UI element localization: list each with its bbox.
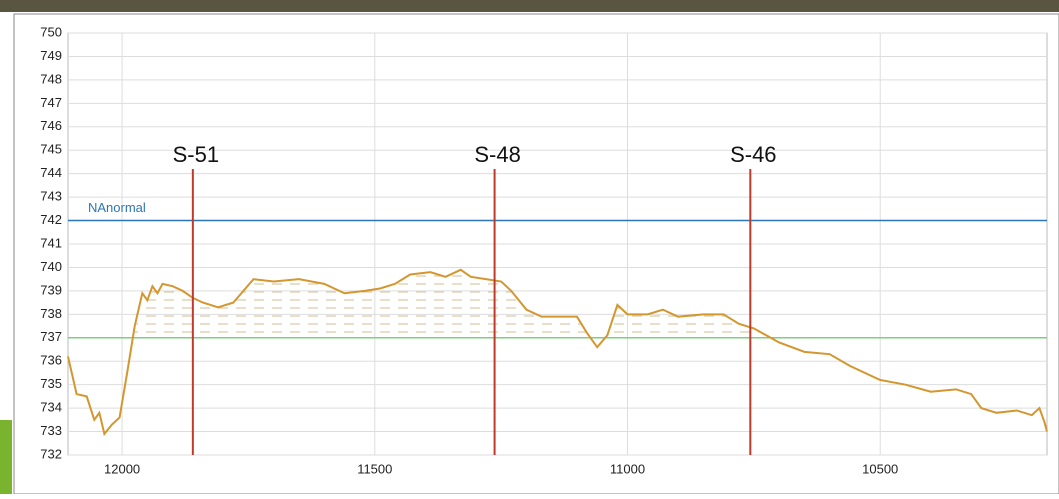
- profile-line: [67, 268, 1048, 437]
- photo-strip: [0, 0, 1059, 12]
- chart: 732 733 734 735 736 737 738 739 740 741 742 743 744 7…: [40, 24, 1048, 476]
- y-tick-label: 743: [40, 189, 62, 204]
- y-tick-label: 733: [40, 423, 62, 438]
- x-tick-label: 11000: [610, 461, 645, 476]
- hatched-area: [68, 269, 1047, 338]
- y-tick-label: 735: [40, 376, 62, 391]
- y-tick-label: 745: [40, 142, 62, 157]
- y-tick-label: 746: [40, 118, 62, 133]
- reference-label: NAnormal: [88, 200, 146, 215]
- side-bar: [0, 420, 12, 494]
- y-tick-label: 732: [40, 446, 62, 461]
- station-label: S-46: [730, 142, 776, 167]
- y-tick-label: 744: [40, 165, 62, 180]
- y-tick-label: 742: [40, 212, 62, 227]
- station-label: S-48: [474, 142, 520, 167]
- y-tick-label: 749: [40, 48, 62, 63]
- station-label: S-51: [173, 142, 219, 167]
- y-tick-label: 739: [40, 282, 62, 297]
- x-tick-label: 12000: [104, 461, 140, 476]
- y-tick-label: 737: [40, 329, 62, 344]
- y-tick-label: 748: [40, 71, 62, 86]
- y-tick-label: 747: [40, 95, 62, 110]
- y-tick-label: 734: [40, 400, 62, 415]
- y-tick-label: 750: [40, 24, 62, 39]
- y-tick-label: 741: [40, 235, 62, 250]
- x-tick-label: 11500: [357, 461, 392, 476]
- x-tick-label: 10500: [862, 461, 898, 476]
- y-tick-label: 740: [40, 259, 62, 274]
- y-tick-label: 736: [40, 353, 62, 368]
- y-tick-label: 738: [40, 306, 62, 321]
